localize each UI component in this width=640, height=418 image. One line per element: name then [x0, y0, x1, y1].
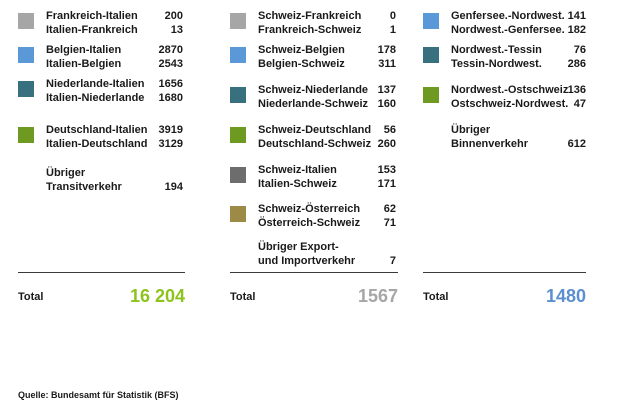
- route-label: Österreich-Schweiz: [258, 217, 361, 229]
- route-value: 178: [377, 44, 396, 56]
- route-label: Übriger: [46, 167, 86, 179]
- color-swatch: [230, 206, 246, 222]
- route-value: 0: [389, 10, 396, 22]
- route-value: 3919: [158, 124, 183, 136]
- route-label: Schweiz-Österreich: [258, 203, 361, 215]
- route-label: Frankreich-Italien: [46, 10, 138, 22]
- total-divider: [423, 272, 586, 273]
- route-label: Tessin-Nordwest.: [451, 58, 542, 70]
- route-value: 612: [567, 138, 586, 150]
- route-label: Italien-Deutschland: [46, 138, 148, 150]
- route-value: 76: [573, 44, 586, 56]
- route-label: Binnenverkehr: [451, 138, 529, 150]
- route-value: 1656: [158, 78, 183, 90]
- route-label: Deutschland-Schweiz: [258, 138, 372, 150]
- total-value: 1567: [357, 286, 398, 306]
- total-label: Total: [230, 291, 256, 303]
- route-value: 182: [567, 24, 586, 36]
- color-swatch: [230, 87, 246, 103]
- route-value: 200: [164, 10, 183, 22]
- route-label: Übriger Export-: [258, 241, 339, 253]
- route-value: 47: [573, 98, 586, 110]
- color-swatch: [18, 47, 34, 63]
- route-label: Italien-Niederlande: [46, 92, 145, 104]
- route-value: 2543: [158, 58, 183, 70]
- route-value: 1680: [158, 92, 183, 104]
- route-label: Belgien-Schweiz: [258, 58, 345, 70]
- route-label: Frankreich-Schweiz: [258, 24, 362, 36]
- route-value: 194: [164, 181, 183, 193]
- route-value: 311: [378, 58, 396, 70]
- route-label: Nordwest.-Tessin: [451, 44, 542, 56]
- route-label: Schweiz-Niederlande: [258, 84, 369, 96]
- route-label: Italien-Belgien: [46, 58, 122, 70]
- total-divider: [230, 272, 398, 273]
- source-note: Quelle: Bundesamt für Statistik (BFS): [18, 390, 179, 400]
- route-label: Niederlande-Italien: [46, 78, 145, 90]
- route-value: 1: [389, 24, 396, 36]
- route-label: Deutschland-Italien: [46, 124, 148, 136]
- route-label: Schweiz-Deutschland: [258, 124, 372, 136]
- color-swatch: [18, 13, 34, 29]
- route-label: Transitverkehr: [46, 181, 122, 193]
- color-swatch: [423, 87, 439, 103]
- route-label: Belgien-Italien: [46, 44, 122, 56]
- route-label: Schweiz-Belgien: [258, 44, 345, 56]
- route-label: Übriger: [451, 124, 491, 136]
- total-label: Total: [423, 291, 449, 303]
- total-value: 1480: [545, 286, 586, 306]
- total-divider: [18, 272, 185, 273]
- color-swatch: [230, 167, 246, 183]
- route-value: 160: [377, 98, 396, 110]
- route-value: 141: [567, 10, 586, 22]
- route-label: Ostschweiz-Nordwest.: [451, 98, 569, 110]
- route-value: 2870: [158, 44, 183, 56]
- route-label: Nordwest.-Genfersee.: [451, 24, 565, 36]
- color-swatch: [18, 81, 34, 97]
- route-value: 153: [377, 164, 396, 176]
- color-swatch: [230, 47, 246, 63]
- route-value: 137: [377, 84, 396, 96]
- route-value: 136: [567, 84, 586, 96]
- total-label: Total: [18, 291, 44, 303]
- route-value: 56: [383, 124, 396, 136]
- color-swatch: [230, 13, 246, 29]
- route-value: 13: [170, 24, 183, 36]
- route-value: 7: [389, 255, 396, 267]
- route-label: Niederlande-Schweiz: [258, 98, 369, 110]
- route-value: 171: [377, 178, 396, 190]
- route-label: Nordwest.-Ostschweiz: [451, 84, 569, 96]
- route-label: Italien-Frankreich: [46, 24, 138, 36]
- color-swatch: [423, 47, 439, 63]
- route-label: Schweiz-Italien: [258, 164, 337, 176]
- route-value: 62: [383, 203, 396, 215]
- color-swatch: [230, 127, 246, 143]
- route-label: Genfersee.-Nordwest.: [451, 10, 565, 22]
- route-value: 260: [377, 138, 396, 150]
- route-label: und Importverkehr: [258, 255, 356, 267]
- color-swatch: [423, 13, 439, 29]
- route-label: Schweiz-Frankreich: [258, 10, 362, 22]
- total-value: 16 204: [129, 286, 185, 306]
- route-value: 71: [383, 217, 396, 229]
- route-value: 286: [567, 58, 586, 70]
- route-label: Italien-Schweiz: [258, 178, 337, 190]
- color-swatch: [18, 127, 34, 143]
- route-value: 3129: [158, 138, 183, 150]
